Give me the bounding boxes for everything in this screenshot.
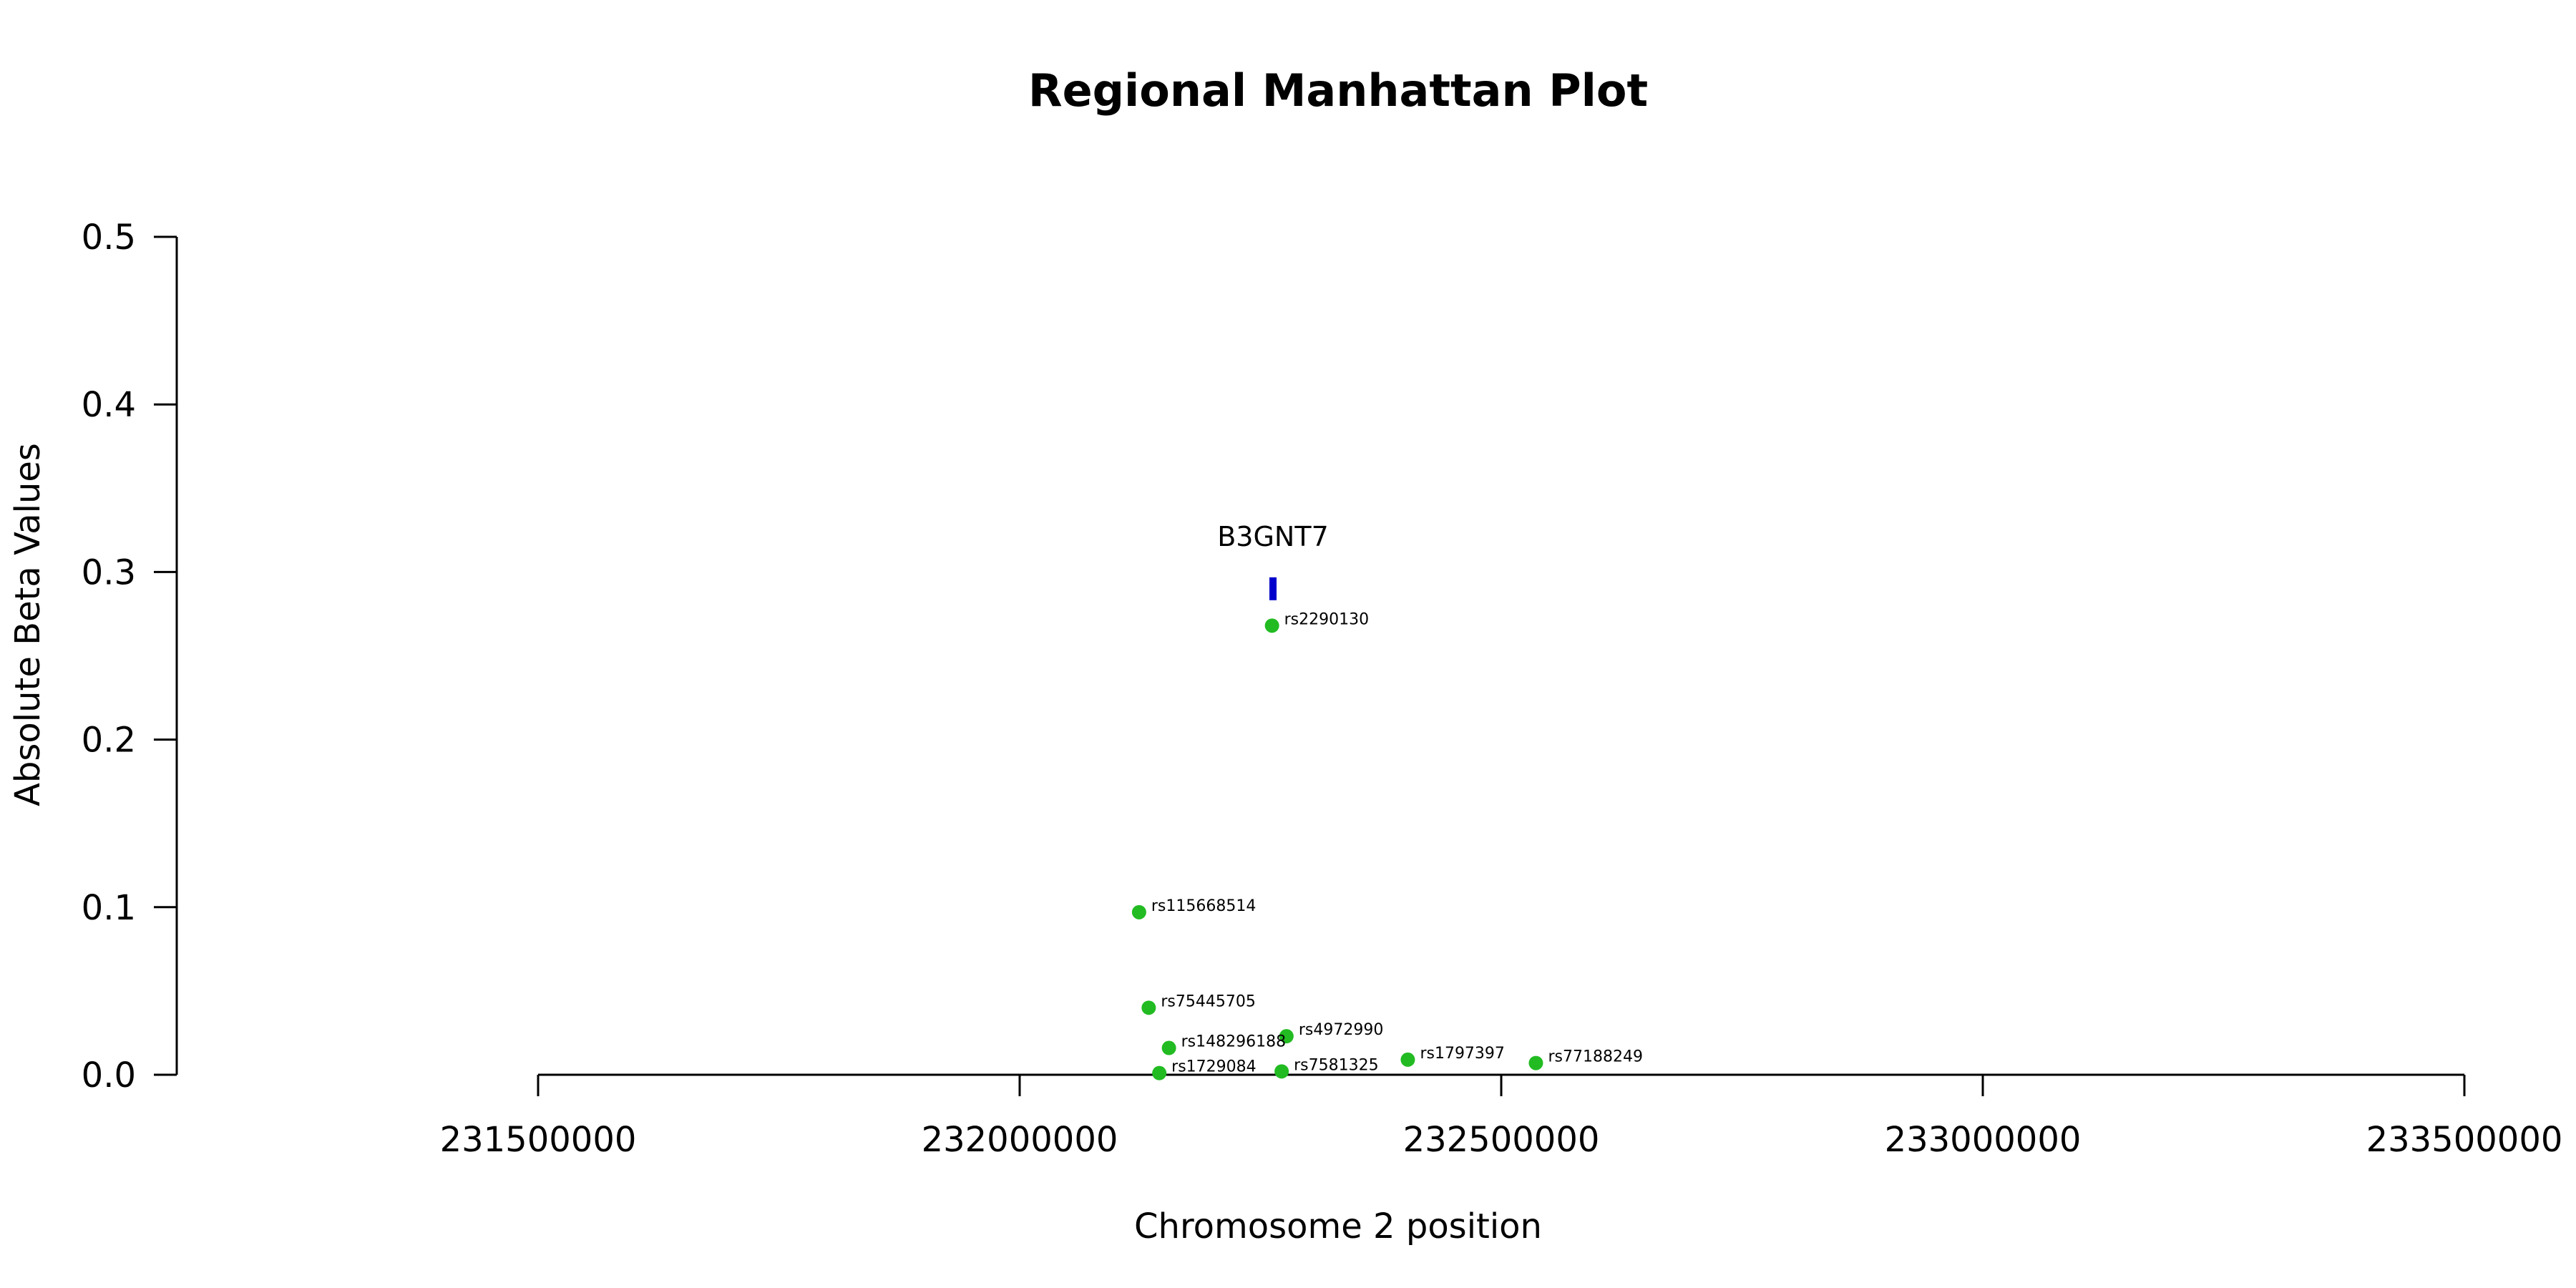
snp-point: [1264, 618, 1279, 633]
x-tick-label: 233000000: [1885, 1120, 2082, 1160]
x-tick-label: 233500000: [2366, 1120, 2563, 1160]
snp-point: [1131, 904, 1146, 919]
snp-point: [1161, 1040, 1176, 1055]
y-axis-label: Absolute Beta Values: [8, 443, 48, 806]
x-tick-label: 231500000: [440, 1120, 637, 1160]
y-tick-label: 0.0: [82, 1055, 136, 1096]
y-tick-label: 0.3: [82, 552, 136, 592]
snp-label: rs2290130: [1284, 610, 1370, 628]
x-axis-label: Chromosome 2 position: [1134, 1206, 1542, 1246]
snp-point: [1279, 1029, 1294, 1044]
snp-point: [1528, 1055, 1543, 1070]
snp-point: [1152, 1065, 1167, 1080]
snp-points: rs2290130 rs115668514 rs75445705 rs4972990 r…: [1131, 610, 1643, 1080]
snp-label: rs148296188: [1181, 1033, 1286, 1051]
x-tick-label: 232500000: [1403, 1120, 1600, 1160]
snp-point: [1274, 1064, 1289, 1079]
y-axis: 0.0 0.1 0.2 0.3 0.4 0.5: [82, 218, 178, 1096]
snp-label: rs75445705: [1161, 992, 1255, 1010]
snp-point: [1400, 1052, 1415, 1067]
snp-label: rs115668514: [1151, 897, 1256, 915]
chart-title: Regional Manhattan Plot: [1028, 64, 1648, 117]
snp-label: rs1797397: [1420, 1045, 1505, 1063]
x-axis: 231500000 232000000 232500000 233000000 2335…: [440, 1073, 2563, 1160]
x-tick-label: 232000000: [922, 1120, 1118, 1160]
y-tick-label: 0.1: [82, 888, 136, 928]
y-tick-label: 0.5: [82, 218, 136, 258]
y-tick-label: 0.2: [82, 721, 136, 761]
snp-label: rs4972990: [1299, 1021, 1384, 1039]
gene-label: B3GNT7: [1217, 521, 1329, 552]
snp-point: [1141, 1000, 1156, 1015]
gene-bar: [1269, 577, 1277, 600]
y-tick-label: 0.4: [82, 385, 136, 425]
gene-track: B3GNT7: [1217, 521, 1329, 600]
snp-label: rs7581325: [1294, 1056, 1379, 1074]
snp-label: rs1729084: [1171, 1058, 1257, 1076]
snp-label: rs77188249: [1548, 1048, 1642, 1066]
